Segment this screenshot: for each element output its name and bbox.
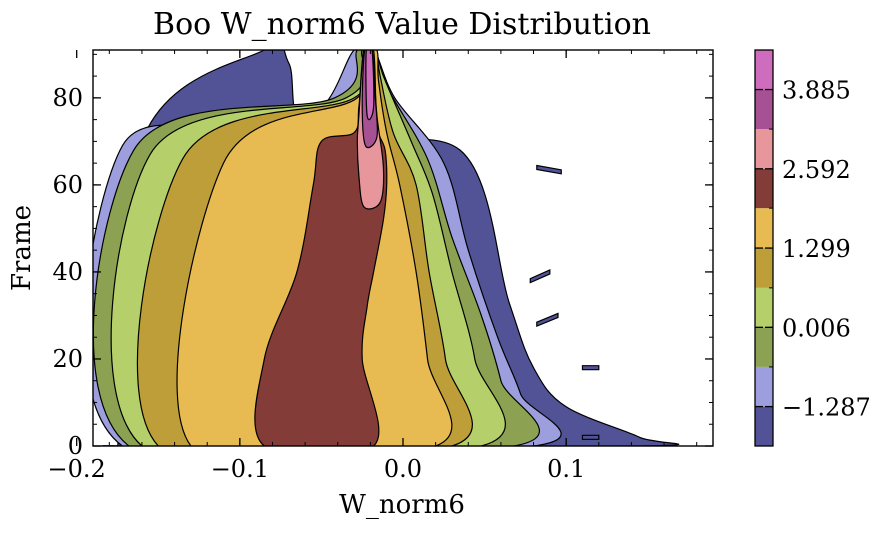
x-tick-label: −0.2 [48, 455, 106, 483]
colorbar: −1.287 0.006 1.299 2.592 3.885 [754, 49, 871, 447]
x-tick-label: 0.0 [384, 455, 422, 483]
y-tick-label: 80 [52, 84, 83, 112]
colorbar-swatch-1 [755, 366, 773, 407]
contour-region-level-9 [365, 50, 375, 121]
colorbar-tick-label: 2.592 [782, 156, 851, 184]
colorbar-tick-label: 1.299 [782, 235, 851, 263]
colorbar-swatch-6 [755, 168, 773, 209]
contour-island-4 [581, 434, 600, 440]
y-tick-label: 0 [68, 432, 83, 460]
y-tick-label: 40 [52, 258, 83, 286]
contour-island-3 [581, 365, 600, 371]
colorbar-tick-label: −1.287 [782, 394, 871, 422]
colorbar-swatch-5 [755, 208, 773, 249]
contour-fill-layer [93, 50, 680, 446]
colorbar-swatch-7 [755, 129, 773, 169]
colorbar-tick-label: 3.885 [782, 77, 851, 105]
chart-title: Boo W_norm6 Value Distribution [153, 7, 651, 42]
colorbar-swatch-0 [755, 406, 773, 446]
colorbar-swatch-4 [755, 248, 773, 288]
contour-island-0 [536, 164, 562, 175]
contour-island-1 [529, 269, 551, 284]
x-axis-label: W_norm6 [339, 490, 465, 520]
x-tick-label: 0.1 [547, 455, 585, 483]
contour-island-2 [536, 312, 559, 328]
colorbar-swatch-9 [755, 50, 773, 90]
axes: −0.2 −0.1 0.0 0.1 0 20 40 60 80 [48, 49, 714, 483]
colorbar-swatch-8 [755, 89, 773, 130]
x-tick-label: −0.1 [211, 455, 269, 483]
y-tick-label: 60 [52, 171, 83, 199]
colorbar-swatch-3 [755, 287, 773, 328]
colorbar-tick-label: 0.006 [782, 314, 851, 342]
y-tick-label: 20 [52, 345, 83, 373]
y-axis-label: Frame [7, 205, 37, 291]
colorbar-swatch-2 [755, 327, 773, 367]
